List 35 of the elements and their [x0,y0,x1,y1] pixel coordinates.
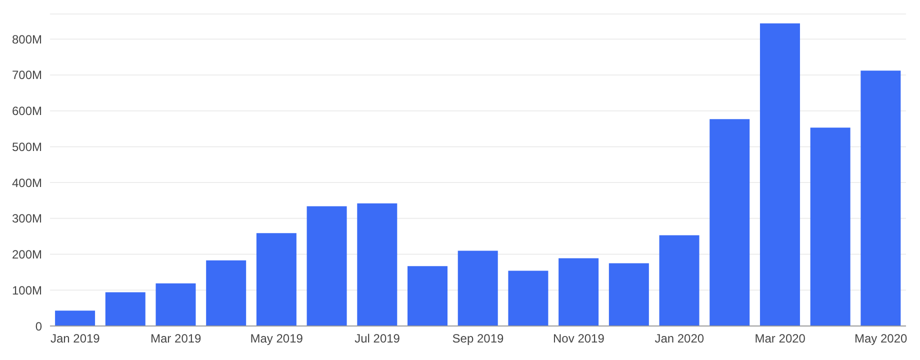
y-tick-label: 600M [12,104,42,118]
y-tick-label: 200M [12,248,42,262]
bar [357,203,398,326]
y-tick-label: 700M [12,68,42,82]
y-tick-label: 100M [12,283,42,298]
bar [55,310,96,326]
bar [206,260,246,326]
y-tick-label: 0 [35,319,42,334]
x-tick-label: Jan 2020 [654,332,704,346]
bar [256,233,296,326]
bar [105,292,146,326]
x-tick-label: May 2020 [854,332,908,346]
y-tick-label: 300M [12,212,42,226]
bar [810,128,850,326]
bar [408,266,448,326]
bar [156,283,196,326]
bar [508,270,548,326]
bar [710,119,750,326]
x-tick-label: Jul 2019 [354,332,400,346]
y-tick-label: 400M [12,176,42,190]
bar [860,70,901,326]
x-tick-label: Jan 2019 [50,332,100,346]
x-tick-label: May 2019 [250,332,304,346]
x-tick-label: Nov 2019 [553,332,605,346]
bar [659,235,700,326]
bar [558,258,599,326]
y-tick-label: 500M [12,140,42,154]
x-tick-label: Mar 2019 [150,332,202,346]
bar [306,206,347,326]
x-tick-label: Sep 2019 [452,332,504,346]
bar [458,250,498,326]
bar [608,263,649,326]
x-tick-label: Mar 2020 [754,332,806,346]
y-tick-label: 800M [12,32,42,46]
bar [760,23,800,326]
